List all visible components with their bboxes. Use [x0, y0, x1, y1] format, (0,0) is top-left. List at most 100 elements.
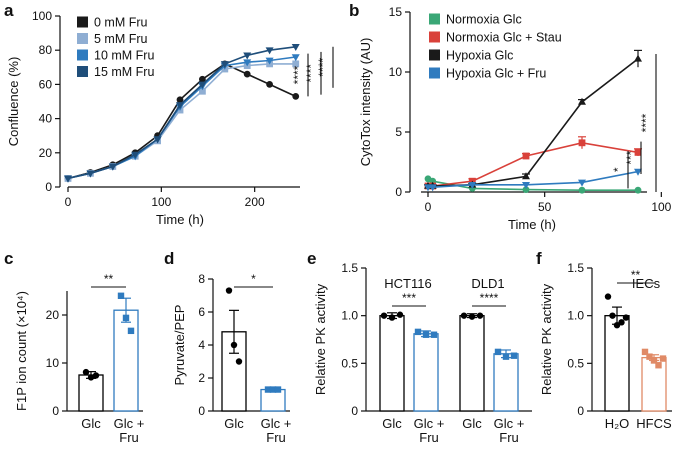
b-data-point	[522, 152, 530, 160]
e-x-tick-label: Glc	[382, 416, 402, 431]
chart-b: 0 50 100 Time (h) 0 5 10 15 CytoTox intensity (A…	[358, 5, 672, 232]
a-legend-label: 5 mM Fru	[94, 32, 148, 46]
f-y-axis-label: Relative PK activity	[539, 283, 554, 395]
b-legend-label: Hypoxia Glc + Fru	[446, 67, 546, 81]
b-y-tick-label: 0	[395, 185, 402, 199]
panel-letter-c: c	[4, 249, 13, 268]
d-data-point	[235, 358, 243, 365]
a-data-point	[243, 70, 251, 78]
b-series-line	[428, 141, 639, 187]
a-legend-swatch	[77, 66, 88, 77]
d-y-tick-label: 8	[198, 272, 205, 286]
b-data-point	[578, 139, 586, 147]
a-data-point	[108, 163, 117, 171]
a-x-tick-label: 0	[65, 195, 72, 209]
e-data-point	[414, 328, 422, 336]
b-data-point	[578, 179, 586, 187]
f-data-point	[655, 362, 662, 369]
f-data-point	[604, 293, 612, 300]
chart-a: 0 100 200 Time (h) 0 20 40 60 80 100 Confluence (%…	[6, 9, 334, 227]
a-data-point	[292, 60, 300, 68]
e-group-label: HCT116	[384, 276, 431, 291]
d-data-point	[230, 341, 238, 349]
e-bar	[459, 315, 485, 412]
e-y-tick-label: 0.5	[341, 356, 358, 370]
e-bar	[493, 353, 519, 412]
b-x-tick-label: 50	[538, 200, 552, 214]
a-legend-swatch	[77, 16, 88, 28]
e-data-point	[510, 352, 518, 359]
e-significance-label: ***	[402, 291, 416, 305]
b-significance-label: *	[611, 167, 625, 172]
e-x-tick-label: Glc + Fru	[414, 416, 445, 445]
e-data-point	[476, 312, 484, 319]
c-data-point	[92, 372, 100, 379]
a-significance-label: ****	[291, 65, 305, 84]
a-data-point	[220, 61, 229, 69]
e-data-point	[502, 353, 510, 360]
chart-f: 0 0.5 1.0 1.5 Relative PK activity H₂O HFCS **I…	[539, 261, 672, 431]
d-y-tick-label: 4	[198, 338, 205, 352]
f-data-point	[618, 319, 625, 326]
b-significance-label: ***	[624, 150, 638, 164]
b-data-point	[634, 186, 642, 194]
c-data-point	[82, 368, 90, 376]
b-series-line	[428, 170, 639, 188]
a-y-tick-label: 60	[39, 77, 53, 91]
a-legend-label: 15 mM Fru	[94, 65, 154, 79]
a-significance-label: ****	[304, 64, 318, 83]
a-y-tick-label: 80	[39, 43, 53, 57]
d-y-tick-label: 0	[198, 404, 205, 418]
b-y-axis-label: CytoTox intensity (AU)	[358, 38, 373, 167]
e-significance-label: ****	[480, 291, 499, 305]
a-data-point	[86, 170, 95, 178]
e-bar	[379, 315, 405, 412]
a-data-point	[243, 59, 252, 67]
a-data-point	[176, 102, 184, 110]
b-data-point	[634, 149, 642, 156]
f-data-point	[650, 357, 658, 364]
a-data-point	[176, 96, 184, 104]
c-data-point	[87, 374, 95, 381]
a-data-point	[243, 52, 252, 60]
chart-c: 0 10 20 F1P ion count (×10⁴) Glc Glc + Fru **	[14, 272, 144, 445]
d-y-axis-label: Pyruvate/PEP	[172, 305, 187, 386]
b-data-point	[578, 186, 586, 194]
a-legend-swatch	[77, 49, 88, 61]
c-y-axis-label: F1P ion count (×10⁴)	[14, 291, 29, 411]
e-data-point	[396, 311, 404, 318]
b-series-3	[424, 168, 642, 192]
a-data-point	[266, 81, 273, 88]
b-legend-swatch	[429, 13, 440, 25]
a-y-tick-label: 100	[32, 9, 52, 23]
c-y-tick-label: 10	[46, 356, 60, 370]
b-legend-label: Normoxia Glc	[446, 13, 522, 27]
a-data-point	[199, 75, 206, 83]
f-y-tick-label: 0.5	[567, 356, 584, 370]
c-data-point	[127, 327, 135, 335]
a-y-tick-label: 0	[45, 180, 52, 194]
b-legend-swatch	[429, 31, 440, 43]
b-data-point	[522, 186, 530, 194]
e-data-point	[494, 348, 502, 356]
f-data-point	[609, 312, 616, 319]
c-x-tick-label: Glc + Fru	[114, 416, 145, 445]
e-x-tick-label: Glc	[462, 416, 482, 431]
a-series-line	[67, 62, 297, 180]
f-y-tick-label: 1.0	[567, 309, 584, 323]
c-significance-label: **	[104, 272, 114, 286]
e-y-tick-label: 0	[351, 404, 358, 418]
a-significance-label: ****	[316, 58, 330, 77]
c-y-tick-label: 0	[52, 404, 59, 418]
b-data-point	[522, 182, 530, 189]
a-data-point	[292, 92, 300, 100]
f-data-point	[646, 353, 653, 360]
c-bar	[113, 309, 139, 412]
a-legend-label: 0 mM Fru	[94, 16, 148, 30]
e-data-point	[422, 331, 430, 338]
e-group-label: DLD1	[471, 276, 504, 291]
panel-letter-a: a	[4, 1, 14, 20]
d-significance-label: *	[251, 272, 256, 286]
e-bar	[413, 333, 439, 412]
